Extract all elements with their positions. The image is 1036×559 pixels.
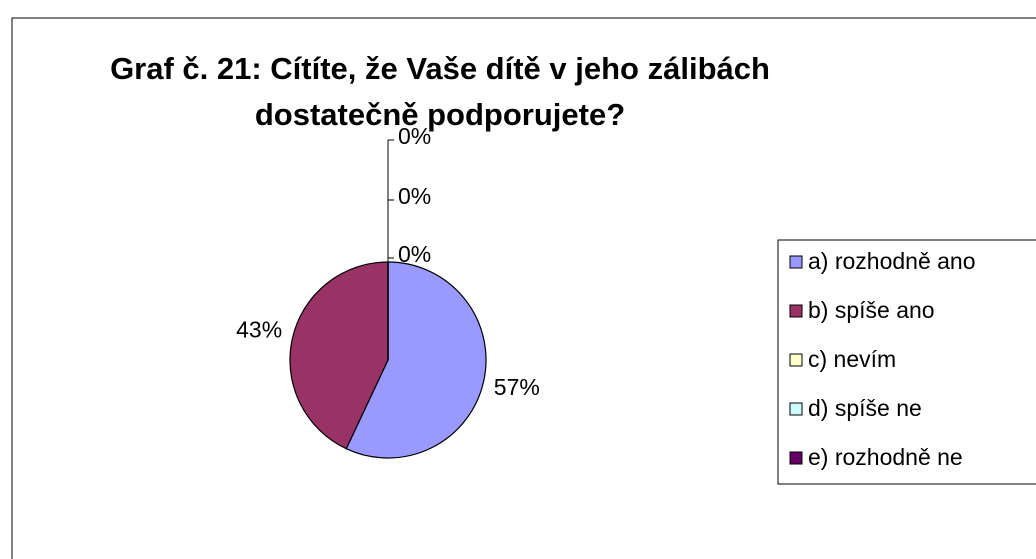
data-label: 0% bbox=[398, 183, 431, 209]
legend-label: e) rozhodně ne bbox=[808, 444, 963, 470]
legend-swatch bbox=[789, 451, 803, 465]
legend-swatch bbox=[789, 255, 803, 269]
legend-label: a) rozhodně ano bbox=[808, 248, 976, 274]
data-label: 0% bbox=[398, 241, 431, 267]
legend-label: d) spíše ne bbox=[808, 395, 922, 421]
pie-slice bbox=[289, 261, 389, 450]
legend-swatch bbox=[789, 353, 803, 367]
chart-title: Graf č. 21: Cítíte, že Vaše dítě v jeho … bbox=[110, 51, 770, 132]
data-label: 57% bbox=[494, 374, 540, 400]
legend-label: b) spíše ano bbox=[808, 297, 935, 323]
legend-box bbox=[777, 239, 1036, 485]
data-label: 0% bbox=[398, 123, 431, 149]
data-label: 43% bbox=[236, 316, 282, 342]
legend-swatch bbox=[789, 304, 803, 318]
pie-slice bbox=[345, 261, 487, 459]
legend-label: c) nevím bbox=[808, 346, 896, 372]
legend-swatch bbox=[789, 402, 803, 416]
